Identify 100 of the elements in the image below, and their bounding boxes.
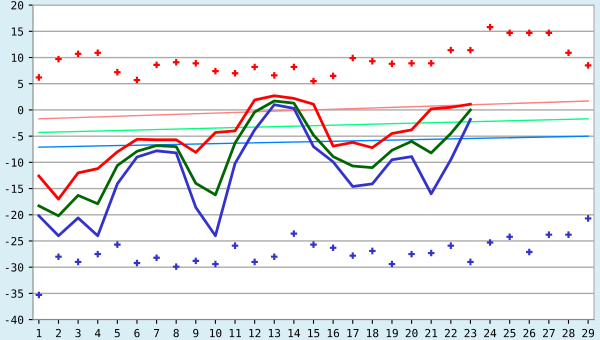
line-series — [37, 103, 472, 238]
x-tick-label: 2 — [56, 328, 61, 338]
point — [114, 68, 121, 76]
x-tick-label: 16 — [328, 328, 340, 338]
x-tick-label: 5 — [114, 329, 120, 338]
point — [486, 24, 494, 30]
point — [153, 254, 160, 262]
point — [251, 258, 258, 266]
point — [74, 258, 82, 266]
point — [388, 60, 396, 68]
x-tick-label: 27 — [543, 328, 555, 338]
point — [506, 234, 513, 240]
point — [94, 250, 101, 258]
x-tick-label: 18 — [366, 328, 378, 338]
y-tick-label: 20 — [11, 1, 24, 10]
point — [546, 231, 552, 238]
x-tick-label: 7 — [154, 329, 160, 338]
point — [330, 244, 336, 252]
point — [349, 252, 356, 259]
point — [565, 231, 572, 238]
point — [330, 72, 336, 80]
point — [388, 260, 396, 268]
point — [310, 241, 317, 248]
x-tick-label: 22 — [444, 328, 457, 338]
point — [428, 60, 434, 67]
x-tick-label: 6 — [134, 328, 140, 338]
x-tick-label: 20 — [406, 328, 418, 338]
point — [153, 62, 160, 68]
point — [212, 68, 219, 74]
point — [310, 78, 317, 84]
point — [506, 30, 513, 36]
point — [55, 253, 62, 260]
x-tick-label: 10 — [210, 328, 222, 338]
point — [467, 258, 474, 266]
y-tick-label: -40 — [6, 316, 24, 324]
point — [271, 253, 278, 260]
point — [486, 239, 494, 246]
y-tick-label: -30 — [6, 263, 24, 272]
y-tick-label: 10 — [12, 54, 24, 62]
point — [546, 30, 552, 36]
y-tick-label: -20 — [6, 210, 24, 220]
line-series — [37, 94, 472, 200]
x-tick-label: 19 — [386, 328, 398, 338]
point — [134, 76, 140, 84]
y-tick-label: -25 — [6, 236, 24, 246]
point — [448, 46, 454, 54]
x-tick-label: 26 — [523, 328, 536, 338]
point — [526, 248, 533, 256]
x-tick-label: 8 — [174, 328, 179, 338]
y-tick-label: 5 — [18, 80, 24, 88]
x-tick-label: 9 — [193, 328, 198, 338]
point — [290, 64, 298, 70]
x-tick-label: 21 — [425, 328, 438, 338]
point — [428, 250, 434, 256]
point — [114, 241, 121, 248]
point — [192, 258, 200, 264]
y-tick-label: -35 — [6, 289, 24, 298]
point — [584, 215, 592, 222]
point — [36, 74, 42, 81]
point — [192, 60, 200, 67]
point — [369, 248, 376, 254]
point — [290, 230, 298, 237]
point — [584, 62, 592, 69]
y-tick-label: -15 — [6, 184, 24, 193]
point — [408, 60, 415, 67]
x-tick-label: 15 — [308, 329, 320, 338]
point — [408, 250, 415, 258]
x-tick-label: 11 — [230, 329, 241, 338]
x-tick-label: 1 — [36, 329, 42, 338]
point — [212, 260, 219, 268]
point — [565, 50, 572, 56]
x-tick-label: 29 — [582, 328, 594, 338]
point — [448, 242, 454, 249]
point — [172, 263, 180, 270]
x-tick-label: 17 — [347, 329, 359, 338]
point — [94, 50, 101, 56]
point — [232, 70, 238, 76]
point — [271, 72, 278, 79]
point — [232, 242, 238, 249]
point — [467, 46, 474, 54]
point — [134, 260, 140, 266]
x-tick-label: 13 — [268, 328, 280, 338]
x-tick-label: 12 — [249, 328, 260, 338]
point — [36, 292, 42, 298]
x-tick-label: 4 — [94, 329, 101, 338]
point — [172, 58, 180, 66]
y-tick-label: 0 — [18, 106, 24, 114]
x-tick-label: 28 — [562, 328, 574, 338]
point — [55, 56, 62, 62]
y-tick-label: -5 — [12, 132, 24, 141]
y-tick-label: 15 — [12, 27, 24, 36]
point — [369, 58, 376, 64]
y-tick-label: -10 — [6, 158, 24, 167]
x-tick-label: 23 — [464, 328, 476, 338]
x-tick-label: 24 — [484, 328, 496, 338]
point — [349, 54, 356, 62]
point — [251, 64, 258, 70]
point — [74, 50, 82, 58]
line-series — [37, 100, 472, 218]
point — [526, 30, 533, 36]
